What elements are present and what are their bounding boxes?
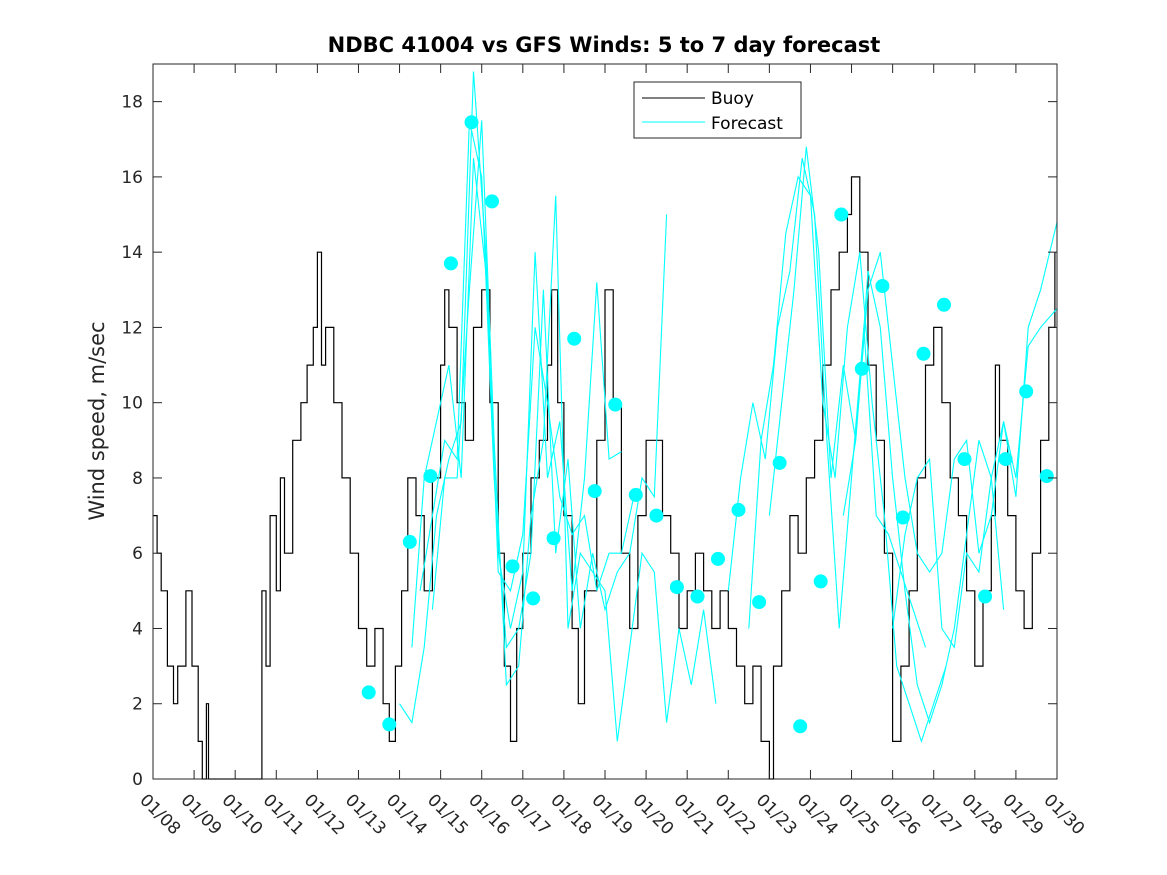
- y-axis-label: Wind speed, m/sec: [85, 321, 109, 520]
- forecast-line-7: [768, 146, 1005, 725]
- forecast-markers: [361, 115, 1054, 734]
- forecast-marker-16: [669, 580, 684, 595]
- buoy-series: [153, 176, 1056, 780]
- forecast-marker-32: [998, 452, 1013, 467]
- forecast-marker-26: [875, 279, 890, 293]
- forecast-marker-17: [690, 589, 705, 604]
- y-tick-label: 4: [132, 619, 143, 639]
- legend-label-buoy: Buoy: [711, 89, 754, 109]
- y-tick-label: 18: [121, 93, 143, 113]
- forecast-marker-6: [464, 115, 479, 130]
- y-axis: 0 2 4 6 8 10 12 14 16 18: [121, 93, 1057, 790]
- forecast-marker-12: [587, 484, 602, 499]
- forecast-marker-24: [834, 207, 849, 222]
- forecast-marker-7: [485, 194, 499, 209]
- y-tick-label: 2: [132, 695, 143, 715]
- forecast-marker-2: [382, 717, 397, 732]
- forecast-marker-23: [813, 574, 828, 589]
- forecast-marker-5: [443, 256, 458, 271]
- chart-title: NDBC 41004 vs GFS Winds: 5 to 7 day fore…: [328, 33, 881, 57]
- forecast-series: [399, 71, 1058, 744]
- forecast-marker-25: [854, 361, 869, 376]
- forecast-marker-4: [423, 469, 438, 484]
- forecast-marker-11: [567, 331, 582, 346]
- forecast-line-6: [748, 175, 947, 744]
- forecast-marker-30: [957, 452, 972, 467]
- forecast-marker-14: [628, 487, 643, 502]
- forecast-marker-3: [402, 534, 417, 549]
- forecast-marker-20: [752, 595, 767, 610]
- forecast-marker-29: [937, 297, 951, 312]
- forecast-marker-21: [772, 455, 787, 470]
- buoy-line: [153, 176, 1056, 780]
- forecast-marker-34: [1039, 469, 1054, 484]
- y-tick-label: 8: [132, 469, 143, 489]
- forecast-marker-13: [608, 397, 623, 412]
- forecast-marker-1: [361, 685, 376, 700]
- forecast-line-3: [419, 120, 668, 649]
- forecast-marker-22: [793, 719, 808, 734]
- forecast-line-4: [431, 120, 717, 742]
- forecast-marker-9: [526, 591, 541, 606]
- y-tick-label: 6: [132, 544, 143, 564]
- y-tick-label: 14: [121, 243, 143, 263]
- y-tick-label: 10: [121, 394, 143, 414]
- forecast-line-8: [842, 221, 1058, 574]
- y-tick-label: 16: [121, 168, 143, 188]
- legend: Buoy Forecast: [633, 81, 802, 139]
- legend-label-forecast: Forecast: [711, 114, 783, 134]
- forecast-marker-15: [649, 508, 664, 523]
- forecast-line-9: [892, 308, 1058, 649]
- forecast-marker-27: [895, 510, 910, 525]
- forecast-marker-10: [546, 531, 561, 546]
- forecast-marker-8: [505, 559, 520, 574]
- y-tick-label: 12: [121, 318, 143, 338]
- forecast-line-2: [411, 158, 622, 648]
- y-tick-label: 0: [132, 770, 143, 790]
- forecast-marker-18: [711, 551, 725, 566]
- legend-box: [633, 81, 802, 139]
- forecast-marker-33: [1019, 384, 1034, 399]
- forecast-marker-28: [916, 346, 931, 361]
- forecast-marker-31: [978, 589, 993, 604]
- forecast-marker-19: [731, 502, 746, 517]
